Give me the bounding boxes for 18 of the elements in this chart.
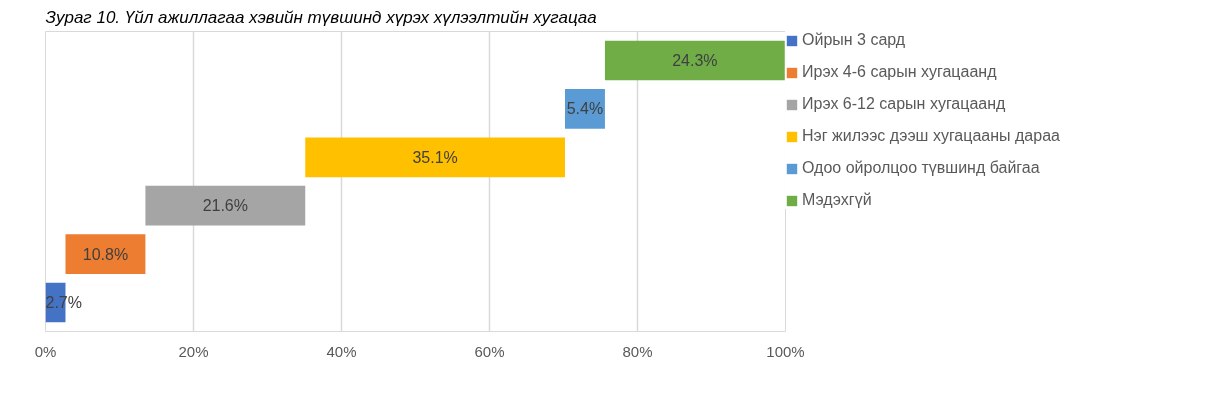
legend-label: Мэдэхгүй (802, 191, 872, 209)
x-tick-label: 20% (178, 342, 209, 360)
x-tick-label: 60% (474, 342, 505, 360)
x-tick-label: 40% (326, 342, 357, 360)
data-label: 35.1% (412, 148, 458, 166)
data-label: 24.3% (672, 52, 718, 70)
x-tick-label: 0% (34, 342, 57, 360)
x-tick-label: 100% (766, 342, 805, 360)
legend-label: Ирэх 6-12 сарын хугацаанд (802, 95, 1006, 113)
data-label: 5.4% (566, 100, 604, 118)
x-tick-label: 80% (622, 342, 653, 360)
legend-label: Одоо ойролцоо түвшинд байгаа (802, 159, 1040, 177)
data-label: 21.6% (202, 197, 249, 215)
legend-label: Ойрын 3 сард (802, 31, 906, 49)
chart-title: Зураг 10. Үйл ажиллагаа хэвийн түвшинд хүрэх хүлээлтийн хугацаа (45, 7, 597, 27)
legend-label: Нэг жилээс дээш хугацааны дараа (802, 127, 1060, 145)
legend-label: Ирэх 4-6 сарын хугацаанд (802, 63, 997, 81)
data-label: 10.8% (82, 245, 129, 263)
